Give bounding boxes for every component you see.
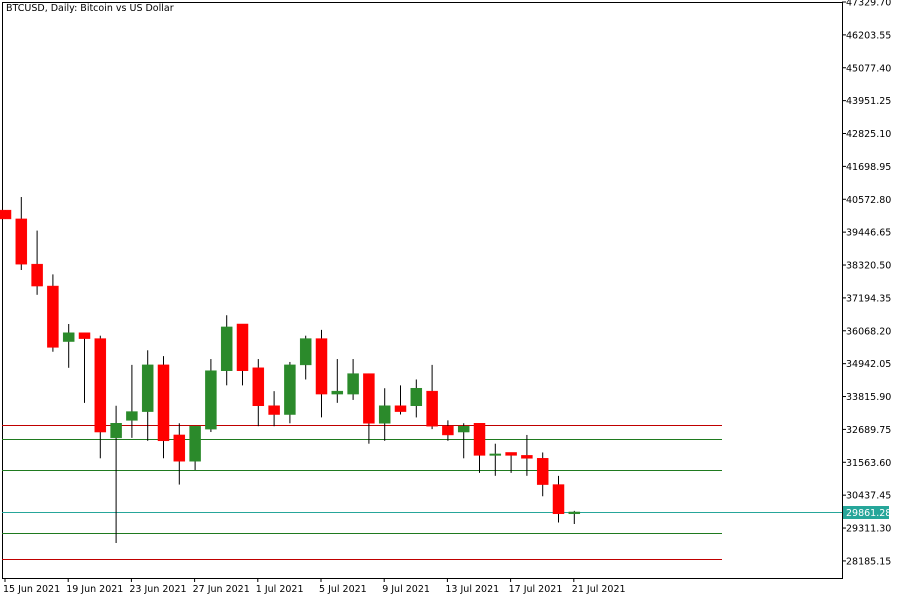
- candle-body[interactable]: [94, 338, 107, 433]
- candle-body[interactable]: [536, 458, 549, 485]
- y-tick-label: 42825.10: [846, 129, 891, 140]
- candle-body[interactable]: [110, 423, 122, 439]
- x-tick-label: 21 Jul 2021: [572, 584, 626, 595]
- candle-body[interactable]: [331, 390, 344, 395]
- candle-body[interactable]: [568, 511, 581, 515]
- x-tick-label: 1 Jul 2021: [256, 584, 304, 595]
- candle-body[interactable]: [363, 373, 375, 424]
- candle-body[interactable]: [347, 373, 359, 395]
- candle-body[interactable]: [126, 411, 138, 421]
- candle-body[interactable]: [268, 405, 280, 415]
- y-tick-label: 34942.05: [846, 359, 891, 370]
- y-tick-label: 45077.40: [846, 63, 891, 74]
- candle-body[interactable]: [521, 455, 533, 459]
- y-tick-label: 33815.90: [846, 392, 891, 403]
- x-tick-label: 5 Jul 2021: [319, 584, 367, 595]
- candle-body[interactable]: [489, 453, 502, 456]
- candle-body[interactable]: [410, 387, 423, 407]
- candle-body[interactable]: [141, 364, 154, 412]
- candle-body[interactable]: [189, 425, 201, 462]
- x-tick-label: 17 Jul 2021: [509, 584, 563, 595]
- candle-body[interactable]: [315, 338, 328, 395]
- y-tick-label: 28185.15: [846, 556, 891, 567]
- y-tick-label: 47329.70: [846, 0, 891, 9]
- x-tick-label: 19 Jun 2021: [66, 584, 123, 595]
- candle-body[interactable]: [505, 452, 517, 456]
- candle-body[interactable]: [31, 263, 43, 287]
- y-tick-label: 30437.45: [846, 491, 891, 502]
- candle-body[interactable]: [394, 405, 407, 412]
- candle-body[interactable]: [0, 209, 12, 220]
- candle-body[interactable]: [473, 423, 486, 456]
- x-tick-label: 9 Jul 2021: [382, 584, 430, 595]
- candle-body[interactable]: [378, 405, 391, 424]
- y-tick-label: 43951.25: [846, 96, 891, 107]
- y-tick-label: 41698.95: [846, 162, 891, 173]
- x-tick-label: 13 Jul 2021: [445, 584, 499, 595]
- y-tick-label: 46203.55: [846, 30, 891, 41]
- candle-body[interactable]: [442, 425, 454, 436]
- candle-body[interactable]: [252, 367, 265, 407]
- x-tick-label: 27 Jun 2021: [193, 584, 250, 595]
- y-tick-label: 38320.50: [846, 261, 891, 272]
- y-tick-label: 29311.30: [846, 524, 891, 535]
- candle-body[interactable]: [457, 425, 470, 433]
- candle-body[interactable]: [284, 364, 296, 415]
- candle-body[interactable]: [426, 390, 438, 427]
- candle-body[interactable]: [236, 323, 249, 371]
- x-tick-label: 23 Jun 2021: [129, 584, 186, 595]
- y-tick-label: 37194.35: [846, 293, 891, 304]
- candle-body[interactable]: [157, 364, 170, 442]
- y-tick-label: 39446.65: [846, 228, 891, 239]
- plot-frame: [2, 2, 843, 579]
- current-price-label: 29861.28: [846, 508, 891, 519]
- candle-body[interactable]: [15, 218, 28, 265]
- x-tick-label: 15 Jun 2021: [3, 584, 60, 595]
- y-tick-label: 40572.80: [846, 195, 891, 206]
- chart-title: BTCUSD, Daily: Bitcoin vs US Dollar: [6, 3, 174, 14]
- candle-body[interactable]: [220, 326, 233, 371]
- candle-body[interactable]: [299, 338, 312, 366]
- y-tick-label: 36068.20: [846, 326, 891, 337]
- candle-body[interactable]: [78, 332, 91, 339]
- current-price-tag: [843, 506, 889, 519]
- candle-body[interactable]: [205, 370, 217, 430]
- candle-body[interactable]: [62, 332, 75, 342]
- y-tick-label: 32689.75: [846, 425, 891, 436]
- candle-body[interactable]: [47, 285, 59, 348]
- y-tick-label: 31563.60: [846, 458, 891, 469]
- candle-body[interactable]: [173, 434, 186, 462]
- candle-body[interactable]: [552, 484, 565, 515]
